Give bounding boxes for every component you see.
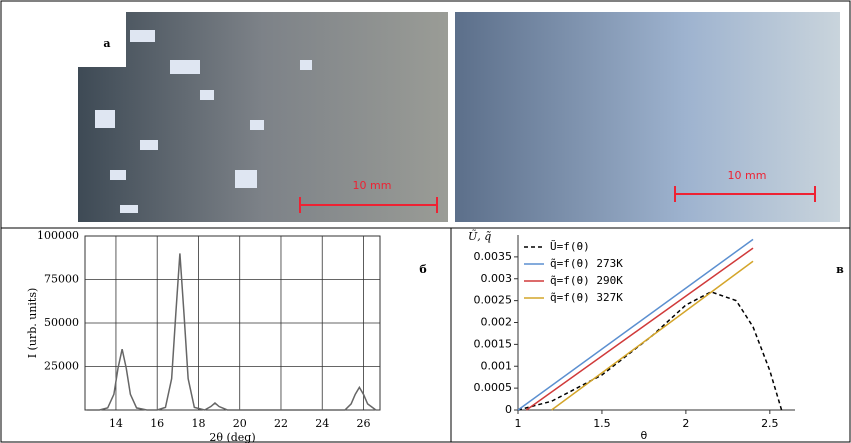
y-tick-label: 0.003 <box>481 272 513 285</box>
y-tick-label: 75000 <box>44 273 79 286</box>
legend-label: q̃=f(θ) 273K <box>550 257 623 270</box>
x-axis-label: 2θ (deg) <box>209 431 255 443</box>
y-axis-label: Ũ, q̃ <box>468 229 491 243</box>
x-tick-label: 24 <box>315 417 329 430</box>
y-tick-label: 0.0005 <box>474 381 513 394</box>
y-tick-label: 0.001 <box>481 359 513 372</box>
y-tick-label: 0.002 <box>481 316 513 329</box>
x-tick-label: 20 <box>233 417 247 430</box>
x-tick-label: 22 <box>274 417 288 430</box>
data-line <box>87 253 376 410</box>
x-tick-label: 1.5 <box>593 417 611 430</box>
x-tick-label: 18 <box>191 417 205 430</box>
legend-label: q̃=f(θ) 290K <box>550 274 623 287</box>
photo <box>455 12 840 222</box>
data-line <box>518 292 782 410</box>
y-tick-label: 0 <box>505 403 512 416</box>
label-box <box>78 12 126 67</box>
x-tick-label: 2.5 <box>761 417 779 430</box>
x-tick-label: 26 <box>356 417 370 430</box>
x-axis-label: θ <box>641 429 648 442</box>
panel-label: а <box>103 37 110 50</box>
y-tick-label: 0.0025 <box>474 294 513 307</box>
y-tick-label: 0.0015 <box>474 337 513 350</box>
y-tick-label: 25000 <box>44 360 79 373</box>
x-tick-label: 2 <box>682 417 689 430</box>
y-tick-label: 50000 <box>44 316 79 329</box>
legend-label: q̃=f(θ) 327K <box>550 291 623 304</box>
scale-label: 10 mm <box>353 179 392 192</box>
figure: а 10 mm 10 mm б в 1416182022242625000500… <box>0 0 851 443</box>
x-tick-label: 14 <box>109 417 123 430</box>
y-axis-label: I (urb. units) <box>26 288 39 359</box>
y-tick-label: 0.0035 <box>474 250 513 263</box>
panel-label: в <box>836 263 844 276</box>
x-tick-label: 1 <box>515 417 522 430</box>
data-line <box>526 248 753 410</box>
y-tick-label: 100000 <box>37 229 79 242</box>
scale-label: 10 mm <box>728 169 767 182</box>
panel-label: б <box>419 263 426 276</box>
x-tick-label: 16 <box>150 417 164 430</box>
photo <box>78 12 448 222</box>
legend-label: Ũ=f(θ) <box>550 240 590 253</box>
